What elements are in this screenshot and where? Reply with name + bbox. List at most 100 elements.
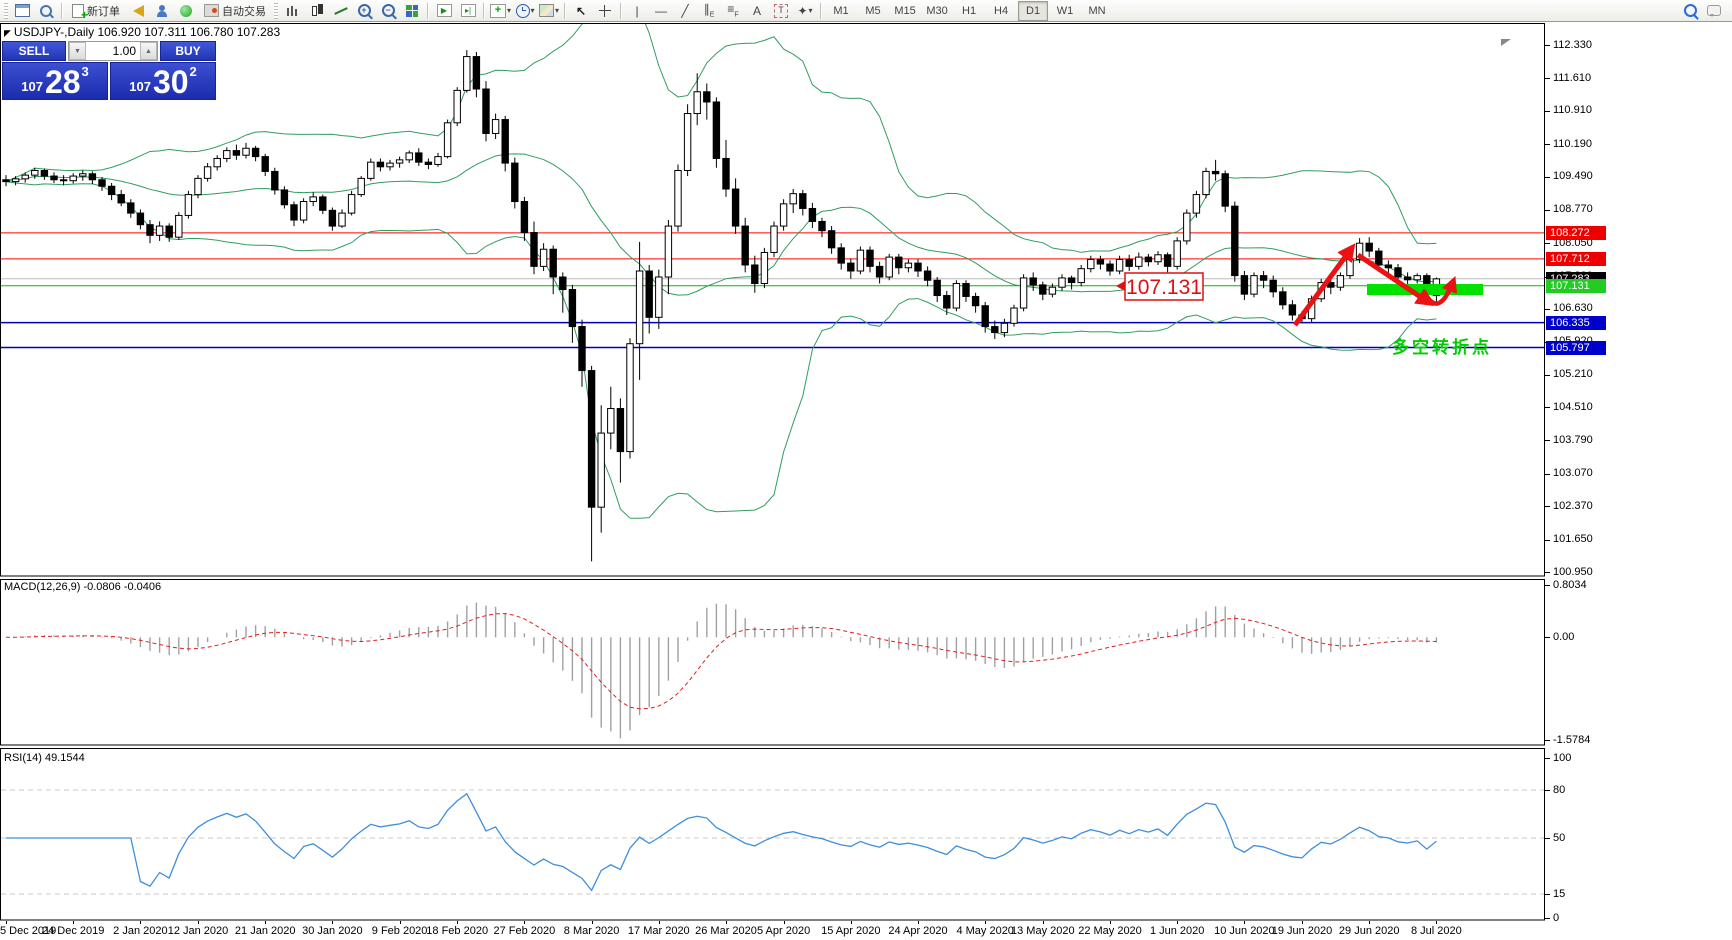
rsi-series [1, 789, 1544, 895]
tile-windows-button[interactable] [401, 0, 423, 22]
crosshair-icon [599, 4, 612, 17]
bid-price[interactable]: 107 28 3 [2, 62, 108, 100]
time-tick-mark [265, 921, 267, 924]
ask-price[interactable]: 107 30 2 [110, 62, 216, 100]
price-callout-text: 107.131 [1126, 276, 1202, 299]
rsi-panel [0, 748, 1545, 921]
vertical-line-icon: | [635, 3, 639, 18]
price-axis[interactable]: 112.330 111.610 110.910 110.190 109.490 108.7… [1545, 23, 1732, 924]
timeframe-w1-button[interactable]: W1 [1056, 4, 1074, 17]
time-tick-label: 2 Jan 2020 [113, 925, 168, 937]
time-tick-label: 9 Feb 2020 [371, 925, 428, 937]
toolbar-grip[interactable] [4, 2, 8, 19]
new-order-button[interactable]: 新订单 [67, 0, 125, 22]
time-tick-mark [524, 921, 526, 924]
price-callout-box[interactable] [1124, 272, 1204, 301]
volume-up-button[interactable]: ▲ [140, 42, 157, 60]
chart-canvas[interactable]: 107.131 多空转折点 [0, 23, 1545, 921]
macd-tick-mark [1545, 740, 1550, 741]
metaeditor-button[interactable] [127, 0, 149, 22]
chat-button[interactable] [1703, 0, 1725, 22]
timeframe-m30-button[interactable]: M30 [926, 4, 948, 17]
fibonacci-button[interactable]: ≡F [722, 0, 744, 22]
price-tick-mark [1545, 144, 1550, 146]
timeframe-h4-button[interactable]: H4 [994, 4, 1009, 17]
auto-scroll-button[interactable]: ▶ [433, 0, 455, 22]
price-tick-label: 108.770 [1553, 203, 1593, 216]
price-tick-label: 100.950 [1553, 565, 1593, 578]
macd-panel [0, 579, 1545, 746]
time-tick-label: 10 Jun 2020 [1214, 925, 1275, 937]
periods-button[interactable]: ▾ [514, 0, 536, 22]
new-order-label: 新订单 [87, 5, 120, 18]
time-tick-label: 24 Dec 2019 [41, 925, 105, 937]
timeframe-m15-button[interactable]: M15 [894, 4, 916, 17]
zoom-in-button[interactable]: + [353, 0, 375, 22]
up-trend-arrow[interactable] [1292, 243, 1356, 327]
price-level-badge-107.131: 107.131 [1546, 278, 1606, 293]
candlestick-button[interactable] [305, 0, 327, 22]
turning-point-annotation[interactable]: 多空转折点 [1392, 337, 1492, 357]
chart-shift-marker[interactable] [1501, 39, 1511, 46]
price-tick-mark [1545, 572, 1550, 573]
bounce-arrow[interactable] [1421, 275, 1457, 306]
time-tick-mark [726, 921, 727, 924]
rsi-tick-mark [1545, 758, 1550, 759]
macd-signal-line [5, 613, 1437, 710]
text-button[interactable]: A [746, 0, 768, 22]
time-tick-label: 19 Jun 2020 [1271, 925, 1333, 937]
price-tick-label: 105.210 [1553, 368, 1593, 381]
main-panel [0, 23, 1545, 577]
text-label-button[interactable]: T [770, 0, 792, 22]
shapes-button[interactable]: ✦ ▾ [797, 3, 813, 18]
search-button[interactable] [1679, 0, 1701, 22]
time-axis[interactable]: 5 Dec 2019 24 Dec 2019 2 Jan 2020 12 Jan 20… [0, 921, 1545, 940]
time-tick-mark [783, 921, 785, 924]
trendline-button[interactable]: ╱ [674, 0, 696, 22]
time-tick-mark [1369, 921, 1371, 924]
ask-big-figure: 107 [129, 79, 151, 94]
timeframe-h1-button[interactable]: H1 [962, 4, 977, 17]
price-tick-mark [1545, 374, 1550, 376]
signals-button[interactable] [175, 0, 197, 22]
price-tick-mark [1545, 209, 1550, 211]
time-tick-label: 27 Feb 2020 [493, 925, 556, 937]
timeframe-m5-button[interactable]: M5 [865, 4, 881, 17]
data-window-button[interactable] [35, 0, 57, 22]
timeframe-mn-button[interactable]: MN [1088, 4, 1106, 17]
crosshair-button[interactable] [594, 0, 616, 22]
rsi-line [6, 792, 1437, 892]
new-chart-button[interactable] [11, 0, 33, 22]
time-tick-label: 8 Mar 2020 [563, 925, 620, 937]
indicators-icon: + [490, 3, 506, 18]
volume-input[interactable] [86, 42, 140, 60]
zoom-out-button[interactable]: − [377, 0, 399, 22]
buy-button[interactable]: BUY [160, 41, 216, 61]
vertical-line-button[interactable]: | [626, 0, 648, 22]
down-trend-arrow[interactable] [1356, 252, 1434, 307]
time-tick-mark [399, 921, 401, 924]
timeframe-d1-button[interactable]: D1 [1018, 0, 1049, 21]
channel-button[interactable]: ∥E [698, 0, 720, 22]
horizontal-level-lines [1, 232, 1544, 349]
timeframe-m1-button[interactable]: M1 [833, 4, 849, 17]
community-button[interactable] [151, 0, 173, 22]
auto-trading-button[interactable]: 自动交易 [199, 0, 271, 22]
indicators-button[interactable]: + ▾ [489, 0, 512, 22]
macd-tick-label: -1.5784 [1553, 733, 1591, 746]
sell-button[interactable]: SELL [2, 41, 66, 61]
chart-shift-button[interactable]: ▸| [457, 0, 479, 22]
time-tick-label: 26 Mar 2020 [695, 925, 757, 937]
templates-button[interactable]: ▾ [538, 0, 560, 22]
horizontal-line-icon: — [655, 3, 668, 18]
time-tick-mark [73, 921, 75, 924]
cursor-icon: ↖ [576, 3, 587, 18]
cursor-button[interactable]: ↖ [570, 0, 592, 22]
horizontal-line-button[interactable]: — [650, 0, 672, 22]
price-tick-mark [1545, 407, 1550, 409]
line-chart-button[interactable] [329, 0, 351, 22]
bar-chart-button[interactable] [281, 0, 303, 22]
volume-down-button[interactable]: ▼ [69, 42, 86, 60]
time-tick-label: 1 Jun 2020 [1149, 925, 1205, 937]
